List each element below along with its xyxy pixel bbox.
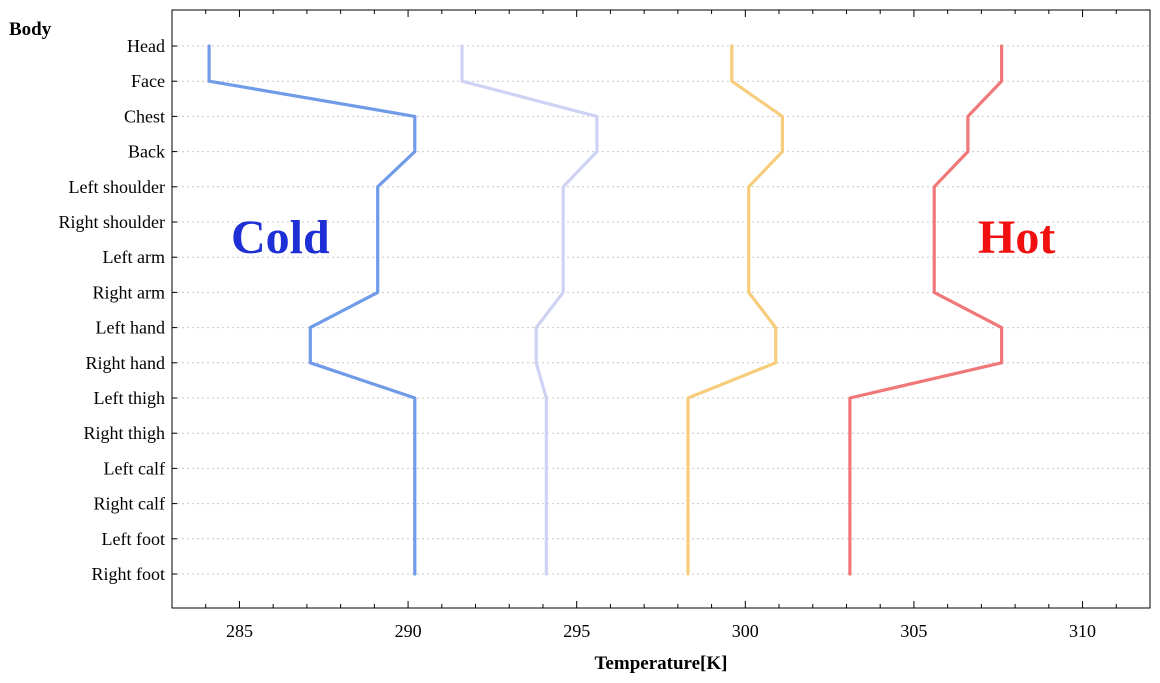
series-line-2 (460, 44, 599, 576)
y-tick-label: Left foot (102, 529, 165, 549)
x-tick-label: 295 (563, 621, 590, 641)
x-axis-ticks: 285 290 295 300 305 310 (171, 10, 1151, 641)
grid (172, 45, 1150, 575)
series-line-1 (207, 44, 417, 576)
x-tick-label: 285 (226, 621, 253, 641)
x-axis-title: Temperature[K] (595, 653, 728, 674)
y-tick-label: Left hand (96, 318, 165, 338)
y-tick-label: Right calf (94, 494, 165, 514)
series-line-3 (686, 44, 785, 576)
x-tick-label: 300 (732, 621, 759, 641)
y-axis-title: Body (9, 19, 52, 40)
x-tick-label: 290 (395, 621, 422, 641)
hot-annotation: Hot (978, 211, 1055, 264)
cold-annotation: Cold (231, 211, 330, 264)
y-tick-label: Chest (124, 106, 165, 126)
y-tick-label: Right foot (91, 564, 165, 584)
y-tick-label: Right shoulder (59, 212, 166, 232)
x-tick-label: 305 (900, 621, 927, 641)
y-tick-label: Face (131, 71, 165, 91)
y-tick-label: Head (127, 36, 165, 56)
y-tick-label: Right hand (86, 353, 166, 373)
x-tick-label: 310 (1069, 621, 1096, 641)
series-line-4 (848, 44, 1004, 576)
y-tick-label: Right arm (93, 282, 166, 302)
y-tick-label: Right thigh (83, 423, 165, 443)
series-group (207, 44, 1004, 576)
y-tick-label: Left calf (104, 458, 165, 478)
y-tick-label: Left arm (103, 247, 165, 267)
y-tick-label: Left shoulder (69, 177, 165, 197)
y-tick-label: Left thigh (94, 388, 165, 408)
y-tick-label: Back (128, 142, 165, 162)
y-axis-ticks: Head Face Chest Back Left shoulder Right shou… (59, 36, 177, 584)
plot-area (171, 9, 1151, 609)
